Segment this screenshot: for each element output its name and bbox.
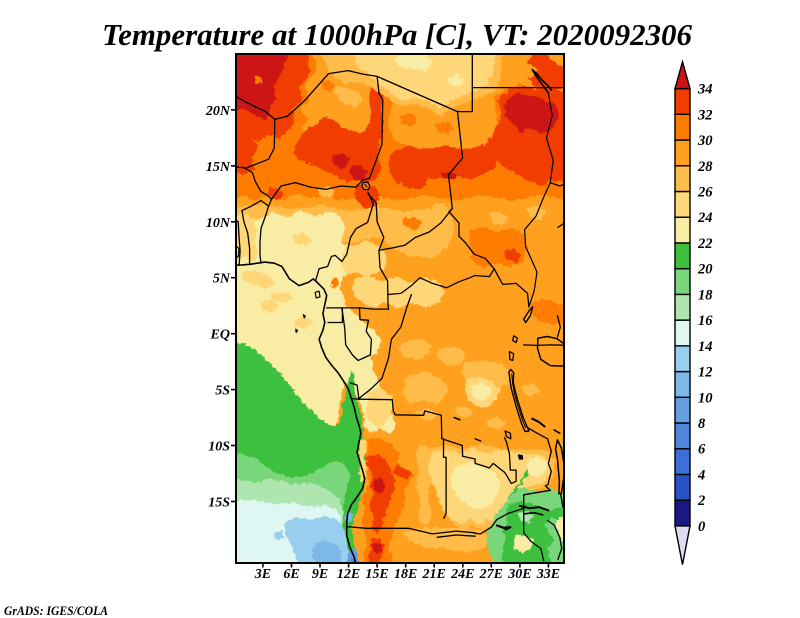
svg-text:2: 2 — [697, 493, 705, 509]
svg-text:6E: 6E — [283, 567, 299, 582]
svg-text:20N: 20N — [205, 104, 231, 119]
svg-text:Temperature at 1000hPa [C], VT: Temperature at 1000hPa [C], VT: 20200923… — [102, 18, 693, 52]
svg-text:15N: 15N — [206, 160, 231, 175]
svg-text:27E: 27E — [479, 567, 503, 582]
svg-text:16: 16 — [698, 313, 713, 329]
svg-text:10: 10 — [698, 390, 713, 406]
svg-text:20: 20 — [697, 262, 713, 278]
svg-text:15E: 15E — [365, 567, 388, 582]
svg-text:14: 14 — [698, 339, 713, 355]
svg-text:18: 18 — [698, 287, 713, 303]
svg-text:0: 0 — [698, 519, 705, 535]
svg-text:12E: 12E — [337, 567, 360, 582]
svg-text:5S: 5S — [215, 384, 230, 399]
svg-text:6: 6 — [698, 442, 706, 458]
svg-text:22: 22 — [697, 236, 713, 252]
svg-text:GrADS: IGES/COLA: GrADS: IGES/COLA — [4, 603, 108, 618]
svg-text:21E: 21E — [422, 567, 446, 582]
svg-text:24: 24 — [697, 210, 713, 226]
svg-text:EQ: EQ — [210, 328, 230, 343]
svg-text:12: 12 — [698, 365, 713, 381]
svg-text:3E: 3E — [254, 567, 271, 582]
svg-text:15S: 15S — [208, 496, 230, 511]
svg-text:34: 34 — [697, 82, 713, 98]
svg-text:30E: 30E — [507, 567, 531, 582]
svg-text:10S: 10S — [208, 440, 230, 455]
svg-text:10N: 10N — [206, 216, 231, 231]
svg-text:33E: 33E — [536, 567, 560, 582]
svg-text:8: 8 — [698, 416, 706, 432]
svg-text:26: 26 — [697, 185, 713, 201]
svg-text:9E: 9E — [312, 567, 328, 582]
svg-text:24E: 24E — [450, 567, 474, 582]
svg-text:32: 32 — [697, 107, 713, 123]
svg-text:28: 28 — [697, 159, 713, 175]
svg-text:4: 4 — [697, 468, 705, 484]
svg-text:5N: 5N — [213, 272, 231, 287]
svg-text:30: 30 — [697, 133, 713, 149]
svg-text:18E: 18E — [394, 567, 417, 582]
